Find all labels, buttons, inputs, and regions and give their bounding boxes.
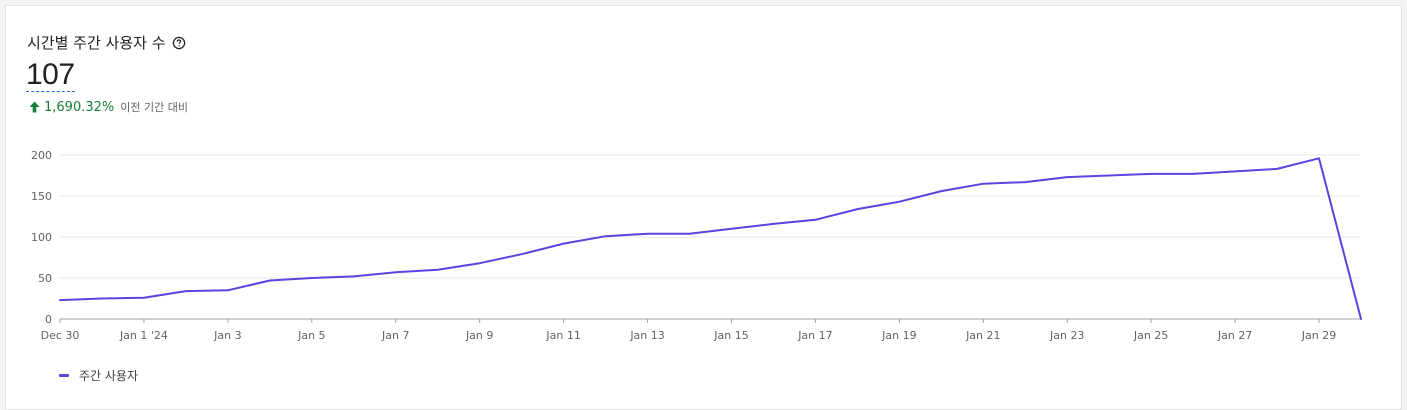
card-header: 시간별 주간 사용자 수 — [27, 32, 186, 53]
x-tick-label: Jan 25 — [1133, 329, 1168, 342]
series-line[interactable] — [59, 157, 1362, 320]
x-tick-label: Jan 3 — [213, 329, 241, 342]
series-layer — [59, 157, 1362, 320]
card-title: 시간별 주간 사용자 수 — [27, 34, 166, 52]
weekly-users-card: 시간별 주간 사용자 수 107 1,690.32% 이전 기간 대비 0 50 1… — [5, 5, 1402, 410]
x-tick-label: Jan 29 — [1301, 329, 1336, 342]
x-tick-label: Jan 17 — [797, 329, 832, 342]
x-tick-label: Jan 23 — [1049, 329, 1084, 342]
x-tick-label: Jan 21 — [965, 329, 1000, 342]
x-tick-label: Jan 27 — [1217, 329, 1252, 342]
y-tick-label: 0 — [45, 313, 52, 326]
x-tick-label: Jan 19 — [881, 329, 916, 342]
legend-swatch — [59, 374, 69, 377]
y-axis-ticks: 0 50 100 150 200 — [31, 149, 52, 326]
metric-value[interactable]: 107 — [26, 58, 75, 92]
x-tick-label: Jan 1 '24 — [119, 329, 168, 342]
legend[interactable]: 주간 사용자 — [59, 367, 138, 384]
x-tick-label: Jan 15 — [713, 329, 748, 342]
x-tick-label: Jan 9 — [465, 329, 493, 342]
y-tick-label: 50 — [38, 272, 52, 285]
x-tick-label: Jan 13 — [629, 329, 664, 342]
legend-label: 주간 사용자 — [79, 369, 139, 383]
x-tick-label: Jan 7 — [381, 329, 409, 342]
delta-row: 1,690.32% 이전 기간 대비 — [29, 99, 188, 115]
x-axis-ticks: Dec 30 Jan 1 '24 Jan 3 Jan 5 Jan 7 Jan 9 Jan 1… — [41, 319, 1336, 342]
line-chart: 0 50 100 150 200 Dec 30 Jan 1 '24 Jan 3 Jan 5 Ja… — [31, 149, 1362, 342]
grid-layer — [60, 154, 1361, 320]
help-circle-icon[interactable] — [172, 36, 186, 50]
arrow-up-icon — [29, 101, 40, 113]
y-tick-label: 200 — [31, 149, 52, 162]
delta-label: 이전 기간 대비 — [120, 101, 188, 114]
y-tick-label: 100 — [31, 231, 52, 244]
x-tick-label: Jan 5 — [297, 329, 325, 342]
delta-value: 1,690.32% — [44, 99, 115, 115]
x-tick-label: Jan 11 — [545, 329, 580, 342]
x-tick-label: Dec 30 — [41, 329, 80, 342]
y-tick-label: 150 — [31, 190, 52, 203]
